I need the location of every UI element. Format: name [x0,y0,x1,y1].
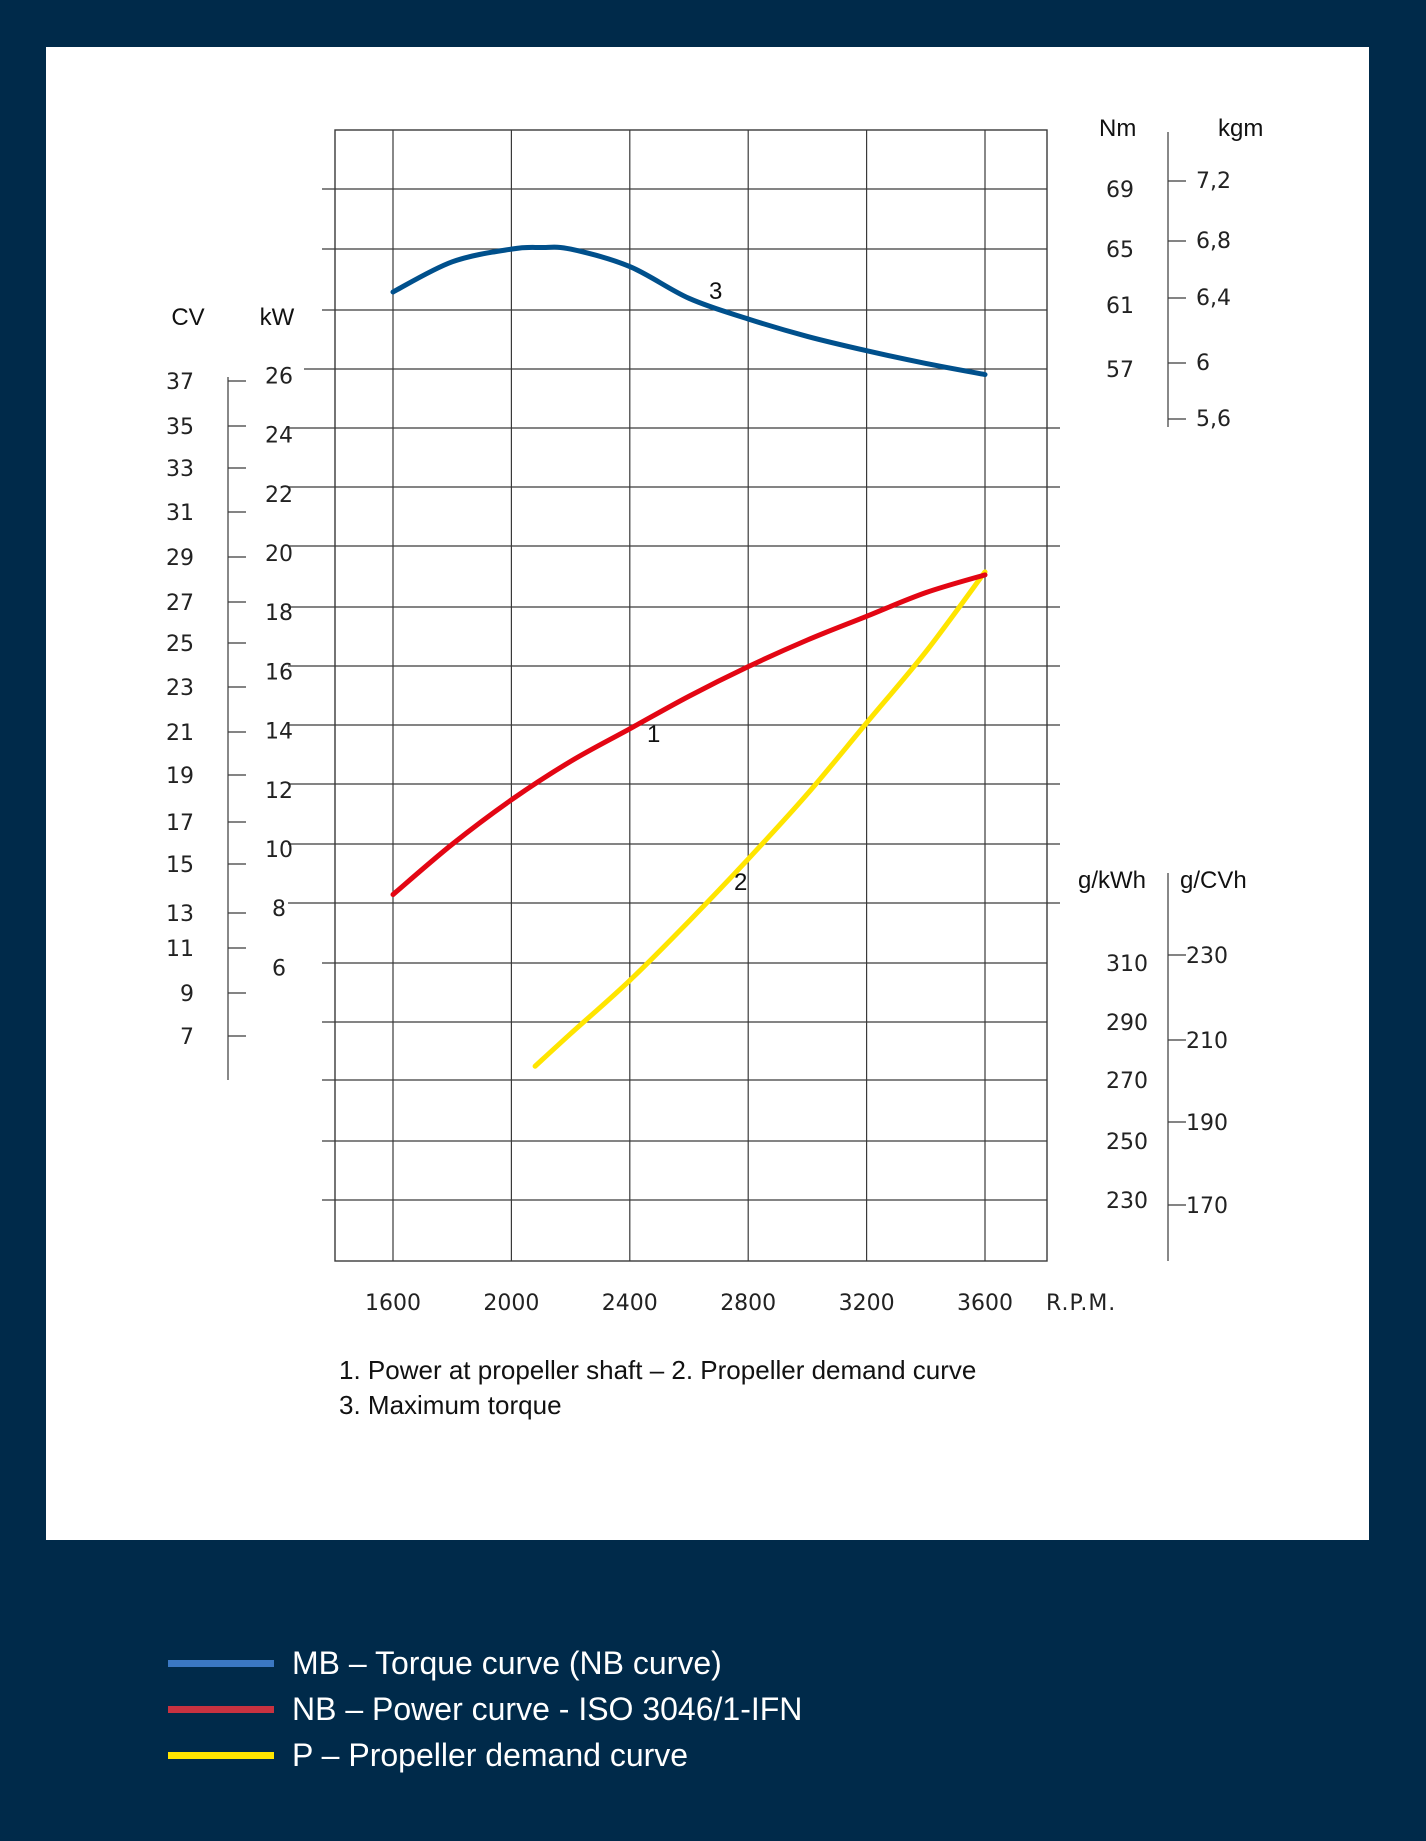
legend-item-power: NB – Power curve - ISO 3046/1-IFN [168,1686,802,1732]
nm-tick-label: 69 [1106,178,1134,203]
kw-tick-label: 16 [265,660,293,685]
performance-chart: 1600 2000 2400 2800 3200 3600 R.P.M.3735333129… [166,115,1263,1420]
cv-tick-label: 23 [166,676,194,701]
nm-tick-label: 65 [1106,238,1134,263]
cv-tick-label: 7 [180,1025,194,1050]
kw-tick-label: 26 [265,364,293,389]
cv-tick-label: 29 [166,546,194,571]
gkwh-axis-label: g/kWh [1078,867,1146,894]
cv-tick-label: 25 [166,632,194,657]
gkwh-tick-label: 250 [1106,1130,1148,1155]
kw-tick-label: 24 [265,424,293,449]
propeller-demand-curve [532,569,988,1069]
x-tick-label: 2000 [483,1291,539,1316]
gcvh-tick-label: 210 [1186,1029,1228,1054]
cv-tick-label: 13 [166,902,194,927]
cv-tick-label: 33 [166,457,194,482]
cv-tick-label: 19 [166,764,194,789]
x-tick-label: 2400 [602,1291,658,1316]
nm-tick-label: 61 [1106,294,1134,319]
cv-tick-label: 31 [166,501,194,526]
kw-tick-label: 12 [265,779,293,804]
power-curve [390,572,988,898]
caption-line-1: 1. Power at propeller shaft – 2. Propell… [339,1355,976,1385]
x-axis-unit: R.P.M. [1046,1291,1116,1316]
gkwh-tick-label: 290 [1106,1011,1148,1036]
legend-item-propeller: P – Propeller demand curve [168,1732,802,1778]
kw-tick-label: 22 [265,483,293,508]
x-tick-label: 2800 [720,1291,776,1316]
nm-axis-label: Nm [1099,115,1136,142]
gkwh-tick-label: 230 [1106,1189,1148,1214]
kgm-tick-label: 7,2 [1196,169,1231,194]
kw-tick-label: 18 [265,601,293,626]
legend-label-torque: MB – Torque curve (NB curve) [292,1644,722,1681]
x-tick-label: 3600 [957,1291,1013,1316]
cv-tick-label: 11 [166,937,194,962]
curve-number-label-1: 1 [647,721,660,748]
kw-tick-label: 8 [272,897,286,922]
cv-axis-label: CV [171,304,204,331]
cv-tick-label: 35 [166,415,194,440]
kgm-axis-label: kgm [1218,115,1263,142]
kw-tick-label: 10 [265,838,293,863]
cv-tick-label: 21 [166,721,194,746]
legend-swatch-red [168,1705,274,1713]
gkwh-tick-label: 310 [1106,952,1148,977]
cv-tick-label: 17 [166,811,194,836]
legend-item-torque: MB – Torque curve (NB curve) [168,1640,802,1686]
x-tick-label: 1600 [365,1291,421,1316]
cv-tick-label: 27 [166,591,194,616]
gcvh-tick-label: 170 [1186,1194,1228,1219]
cv-tick-label: 9 [180,982,194,1007]
legend: MB – Torque curve (NB curve) NB – Power … [168,1640,802,1778]
kw-tick-label: 14 [265,720,293,745]
legend-swatch-yellow [168,1751,274,1759]
kgm-tick-label: 6,4 [1196,286,1231,311]
curve-number-label-3: 3 [709,278,722,305]
kw-tick-label: 6 [272,956,286,981]
legend-label-power: NB – Power curve - ISO 3046/1-IFN [292,1690,803,1727]
chart-panel: 1600 2000 2400 2800 3200 3600 R.P.M. 37 35 33 31 29… [46,47,1369,1540]
kgm-tick-label: 6 [1196,351,1210,376]
kgm-tick-label: 5,6 [1196,407,1231,432]
kgm-tick-label: 6,8 [1196,229,1231,254]
x-tick-label: 3200 [839,1291,895,1316]
cv-tick-label: 37 [166,370,194,395]
plot-frame [334,129,1048,1262]
gcvh-tick-label: 230 [1186,944,1228,969]
curve-number-label-2: 2 [734,869,747,896]
gcvh-axis-label: g/CVh [1180,867,1247,894]
legend-label-propeller: P – Propeller demand curve [292,1736,689,1773]
gkwh-tick-label: 270 [1106,1069,1148,1094]
legend-swatch-blue [168,1659,274,1667]
nm-tick-label: 57 [1106,358,1134,383]
gcvh-tick-label: 190 [1186,1111,1228,1136]
torque-curve [390,244,988,378]
cv-tick-label: 15 [166,853,194,878]
caption-line-2: 3. Maximum torque [339,1390,562,1420]
kw-axis-label: kW [260,304,295,331]
kw-tick-label: 20 [265,542,293,567]
